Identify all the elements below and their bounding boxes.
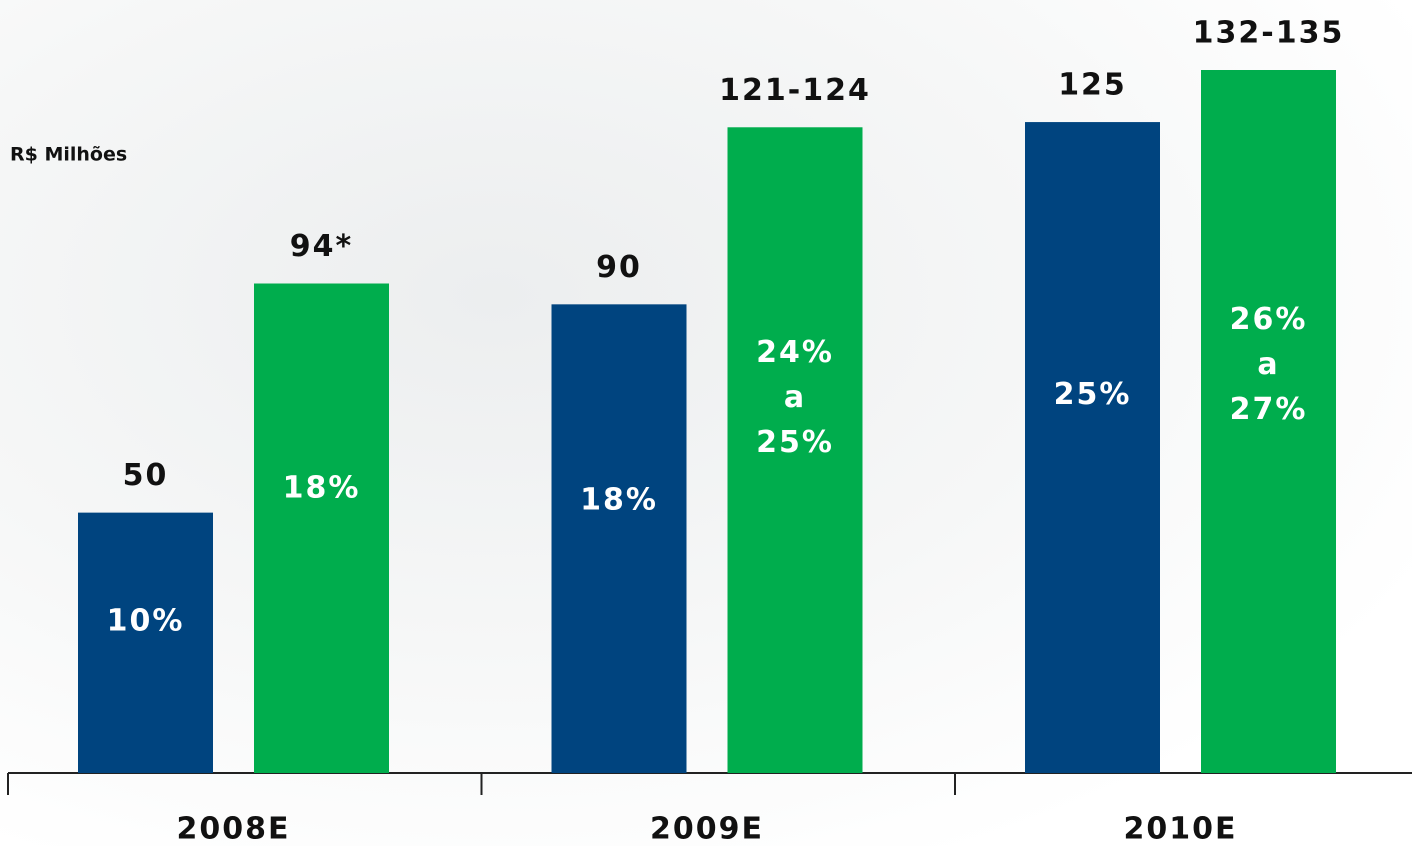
inner-label: 18% — [283, 471, 361, 506]
inner-label: 18% — [580, 483, 658, 518]
x-tick-label: 2008E — [177, 812, 291, 846]
inner-label: 27% — [1230, 392, 1308, 427]
inner-label: 25% — [1054, 377, 1132, 412]
bar — [1201, 70, 1336, 773]
bar — [78, 512, 213, 773]
unit-label: R$ Milhões — [10, 144, 127, 166]
x-tick-label: 2009E — [650, 812, 764, 846]
inner-label: a — [1257, 347, 1279, 382]
value-label: 90 — [596, 250, 642, 285]
x-tick-label: 2010E — [1124, 812, 1238, 846]
inner-label: 25% — [756, 425, 834, 460]
value-label: 50 — [123, 458, 169, 493]
inner-label: 24% — [756, 335, 834, 370]
inner-label: a — [784, 380, 806, 415]
value-label: 132-135 — [1193, 16, 1345, 51]
inner-label: 10% — [107, 603, 185, 638]
bar — [727, 127, 863, 773]
bar — [551, 304, 687, 773]
value-label: 121-124 — [719, 73, 871, 108]
value-label: 94* — [290, 229, 353, 264]
value-label: 125 — [1058, 68, 1127, 103]
bar — [1025, 122, 1160, 773]
inner-label: 26% — [1230, 302, 1308, 337]
bar — [254, 283, 389, 773]
